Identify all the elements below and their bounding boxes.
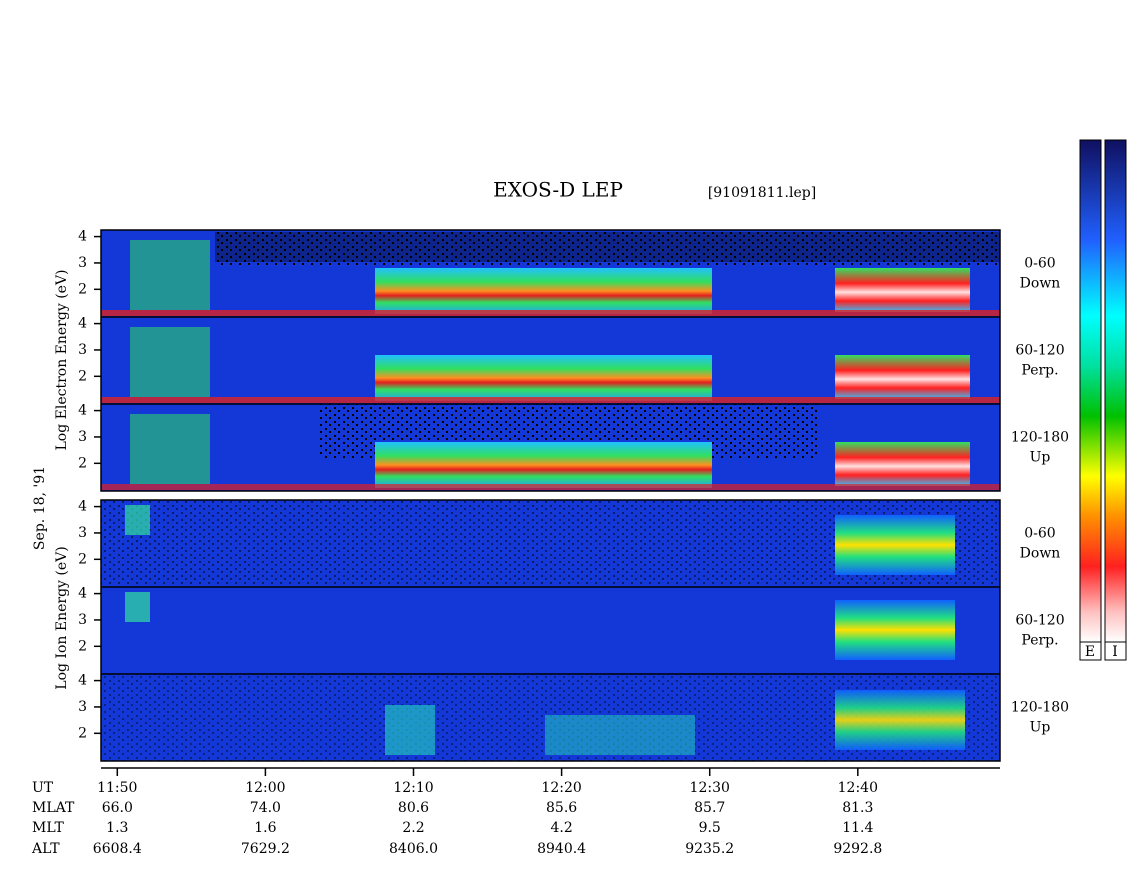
- panel-angle: 60-120: [1015, 613, 1064, 629]
- panel-angle: 60-120: [1015, 343, 1064, 359]
- y-tick-label: 2: [78, 368, 87, 384]
- ephemeris-name: MLT: [32, 820, 64, 836]
- ephemeris-value: 4.2: [550, 820, 572, 836]
- y-tick-label: 2: [78, 638, 87, 654]
- y-tick-label: 2: [78, 455, 87, 471]
- ephemeris-value: 9292.8: [833, 841, 882, 857]
- panel-angle: 0-60: [1024, 526, 1055, 542]
- colorbar-label: E: [1085, 644, 1095, 660]
- panel-direction: Up: [1030, 450, 1051, 466]
- y-tick-label: 4: [78, 229, 87, 245]
- y-tick-label: 2: [78, 551, 87, 567]
- x-tick-label: 12:20: [541, 780, 581, 796]
- y-tick-label: 3: [78, 255, 87, 271]
- ephemeris-value: 74.0: [250, 800, 281, 816]
- ephemeris-name: MLAT: [32, 800, 75, 816]
- x-tick-label: 12:30: [690, 780, 730, 796]
- y-tick-label: 2: [78, 725, 87, 741]
- panel-direction: Up: [1030, 720, 1051, 736]
- x-tick-label: 12:00: [245, 780, 285, 796]
- y-tick-label: 2: [78, 281, 87, 297]
- panel-direction: Down: [1020, 546, 1061, 562]
- ephemeris-value: 9235.2: [685, 841, 734, 857]
- panel-direction: Perp.: [1021, 363, 1058, 379]
- panel-direction: Perp.: [1021, 633, 1058, 649]
- y-tick-label: 3: [78, 612, 87, 628]
- ephemeris-value: 1.3: [106, 820, 128, 836]
- ephemeris-value: 7629.2: [241, 841, 290, 857]
- y-tick-label: 4: [78, 403, 87, 419]
- ephemeris-value: 9.5: [699, 820, 721, 836]
- colorbar-label: I: [1112, 644, 1118, 660]
- title: EXOS-D LEP: [493, 178, 623, 202]
- ephemeris-name: ALT: [31, 841, 60, 857]
- ephemeris-name: UT: [32, 780, 54, 796]
- file-name: [91091811.lep]: [708, 185, 816, 201]
- panel-direction: Down: [1020, 276, 1061, 292]
- y-tick-label: 4: [78, 586, 87, 602]
- date-label: Sep. 18, '91: [32, 466, 48, 550]
- y-tick-label: 3: [78, 699, 87, 715]
- ephemeris-value: 8940.4: [537, 841, 586, 857]
- y-tick-label: 4: [78, 316, 87, 332]
- panel-frames: [100, 229, 1001, 762]
- y-tick-label: 4: [78, 673, 87, 689]
- x-tick-label: 11:50: [97, 780, 137, 796]
- ephemeris-value: 81.3: [842, 800, 873, 816]
- ephemeris-value: 85.7: [694, 800, 725, 816]
- ephemeris-value: 66.0: [102, 800, 133, 816]
- electron-panels: [101, 230, 1000, 491]
- x-tick-label: 12:10: [393, 780, 433, 796]
- panel-angle: 120-180: [1011, 700, 1069, 716]
- y-tick-label: 3: [78, 342, 87, 358]
- ephemeris-value: 2.2: [402, 820, 424, 836]
- y-axis-label: Log Electron Energy (eV): [54, 269, 70, 450]
- panel-angle: 120-180: [1011, 430, 1069, 446]
- ephemeris-value: 1.6: [254, 820, 276, 836]
- spectrogram: [100, 229, 1001, 762]
- ephemeris-value: 8406.0: [389, 841, 438, 857]
- panel-angle: 0-60: [1024, 256, 1055, 272]
- y-tick-label: 3: [78, 429, 87, 445]
- ephemeris-value: 80.6: [398, 800, 429, 816]
- ion-panels: [101, 500, 1000, 761]
- x-tick-label: 12:40: [838, 780, 878, 796]
- ephemeris-value: 85.6: [546, 800, 577, 816]
- ephemeris-value: 11.4: [842, 820, 873, 836]
- colorbar: E I: [1079, 139, 1127, 661]
- y-tick-label: 3: [78, 525, 87, 541]
- ephemeris-value: 6608.4: [93, 841, 142, 857]
- y-axis-label: Log Ion Energy (eV): [54, 546, 70, 689]
- y-tick-label: 4: [78, 499, 87, 515]
